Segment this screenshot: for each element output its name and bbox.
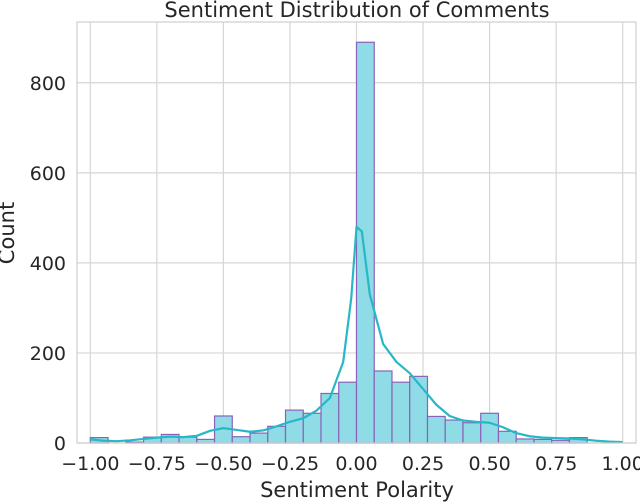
histogram-bar bbox=[515, 438, 535, 444]
chart-title: Sentiment Distribution of Comments bbox=[164, 0, 549, 22]
x-axis-tick-labels: −1.00 −0.75 −0.50 −0.25 0.00 0.25 0.50 0.75 1.00 bbox=[61, 453, 640, 475]
y-tick-label: 200 bbox=[30, 343, 66, 365]
kde-density-line bbox=[90, 225, 623, 444]
y-tick-label: 800 bbox=[30, 73, 66, 95]
x-tick-label: −0.50 bbox=[194, 453, 252, 475]
histogram-bar bbox=[231, 436, 251, 444]
histogram-bar bbox=[391, 381, 411, 444]
x-tick-label: −1.00 bbox=[61, 453, 119, 475]
histogram-bar bbox=[373, 370, 393, 444]
histogram-bar bbox=[409, 375, 429, 444]
histogram-bar bbox=[444, 419, 464, 444]
histogram-bars bbox=[89, 41, 588, 444]
x-tick-label: 0.50 bbox=[468, 453, 510, 475]
histogram-bar bbox=[338, 381, 358, 444]
histogram-bar bbox=[462, 422, 482, 444]
histogram-bar bbox=[480, 412, 500, 444]
histogram-bar bbox=[284, 409, 304, 444]
histogram-bar bbox=[426, 415, 446, 444]
x-tick-label: −0.75 bbox=[128, 453, 186, 475]
plot-frame bbox=[76, 21, 637, 444]
x-tick-label: 0.25 bbox=[402, 453, 444, 475]
x-tick-label: 0.75 bbox=[535, 453, 577, 475]
x-tick-label: −0.25 bbox=[261, 453, 319, 475]
histogram-bar bbox=[249, 432, 269, 444]
y-axis-tick-labels: 0 200 400 600 800 bbox=[30, 73, 66, 455]
y-tick-label: 400 bbox=[30, 253, 66, 275]
x-axis-title: Sentiment Polarity bbox=[260, 478, 454, 502]
x-tick-label: 0.00 bbox=[335, 453, 377, 475]
x-tick-label: 1.00 bbox=[602, 453, 640, 475]
y-axis-title: Count bbox=[0, 202, 19, 264]
y-tick-label: 600 bbox=[30, 163, 66, 185]
y-tick-label: 0 bbox=[54, 433, 66, 455]
histogram-bar bbox=[320, 392, 340, 444]
histogram-bar bbox=[355, 41, 375, 444]
